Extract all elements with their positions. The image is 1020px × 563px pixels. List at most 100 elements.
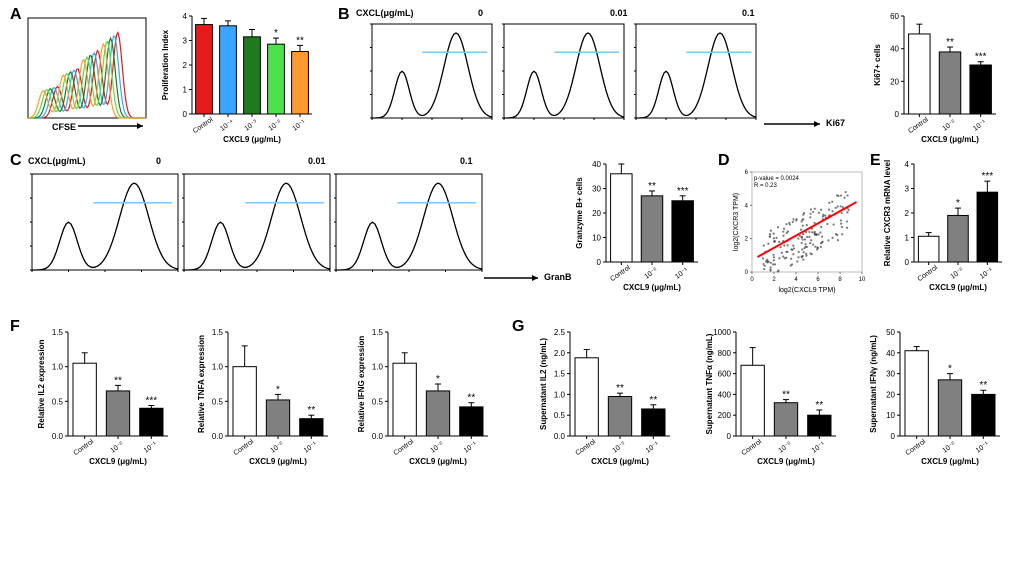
svg-text:10⁻²: 10⁻²	[109, 441, 125, 455]
svg-text:10⁻¹: 10⁻¹	[303, 441, 319, 455]
svg-text:1.0: 1.0	[52, 363, 64, 372]
svg-text:10⁻¹: 10⁻¹	[674, 267, 690, 281]
svg-text:30: 30	[886, 370, 895, 379]
svg-text:0.0: 0.0	[212, 432, 224, 441]
svg-text:1: 1	[183, 86, 188, 95]
svg-text:4: 4	[183, 12, 188, 21]
svg-text:**: **	[979, 380, 987, 391]
svg-text:10⁻³: 10⁻³	[243, 119, 259, 133]
svg-text:Relative IL2 expression: Relative IL2 expression	[37, 339, 46, 428]
svg-text:1: 1	[905, 234, 910, 243]
svg-text:0.5: 0.5	[212, 397, 224, 406]
svg-text:Supernatant IFNγ (ng/mL): Supernatant IFNγ (ng/mL)	[869, 335, 878, 433]
svg-text:0: 0	[895, 110, 900, 119]
svg-text:10⁻¹: 10⁻¹	[979, 267, 995, 281]
svg-text:**: **	[114, 375, 122, 386]
svg-text:CXCL9 (μg/mL): CXCL9 (μg/mL)	[921, 135, 979, 144]
svg-text:20: 20	[886, 390, 895, 399]
svg-text:0.0: 0.0	[554, 432, 566, 441]
svg-text:0: 0	[750, 277, 754, 283]
svg-text:200: 200	[718, 411, 732, 420]
svg-text:800: 800	[718, 349, 732, 358]
svg-text:Ki67+ cells: Ki67+ cells	[873, 44, 882, 86]
svg-text:10: 10	[859, 277, 866, 283]
svg-text:Control: Control	[609, 264, 632, 283]
svg-text:1.5: 1.5	[554, 370, 566, 379]
svg-text:0: 0	[597, 258, 602, 267]
svg-text:4: 4	[745, 203, 749, 209]
svg-text:0.0: 0.0	[372, 432, 384, 441]
svg-text:600: 600	[718, 370, 732, 379]
svg-text:4: 4	[905, 160, 910, 169]
svg-text:CXCL9 (μg/mL): CXCL9 (μg/mL)	[409, 457, 467, 466]
svg-text:0: 0	[891, 432, 896, 441]
svg-text:10⁻²: 10⁻²	[643, 267, 659, 281]
svg-text:2.5: 2.5	[554, 328, 566, 337]
svg-text:Control: Control	[905, 438, 928, 457]
svg-text:Control: Control	[907, 116, 930, 135]
svg-text:6: 6	[816, 277, 820, 283]
svg-text:10⁻¹: 10⁻¹	[645, 441, 661, 455]
svg-text:1.5: 1.5	[212, 328, 224, 337]
svg-text:20: 20	[592, 209, 601, 218]
svg-text:4: 4	[794, 277, 798, 283]
svg-text:log2(CXCL9 TPM): log2(CXCL9 TPM)	[778, 287, 835, 294]
svg-text:0.0: 0.0	[52, 432, 64, 441]
panel-letter: C	[10, 152, 22, 170]
svg-text:400: 400	[718, 390, 732, 399]
svg-text:10⁻¹: 10⁻¹	[811, 441, 827, 455]
svg-text:1.5: 1.5	[52, 328, 64, 337]
svg-text:***: ***	[981, 171, 993, 182]
svg-text:Control: Control	[741, 438, 764, 457]
svg-text:***: ***	[677, 186, 689, 197]
svg-text:0: 0	[905, 258, 910, 267]
svg-text:20: 20	[890, 77, 899, 86]
svg-text:10⁻²: 10⁻²	[269, 441, 285, 455]
svg-text:60: 60	[890, 12, 899, 21]
svg-text:**: **	[782, 390, 790, 401]
svg-text:Supernatant TNFα (ng/mL): Supernatant TNFα (ng/mL)	[705, 333, 714, 434]
svg-text:30: 30	[592, 185, 601, 194]
svg-text:R = 0.23: R = 0.23	[754, 183, 778, 189]
svg-text:10⁻²: 10⁻²	[777, 441, 793, 455]
svg-text:**: **	[296, 35, 304, 46]
svg-text:**: **	[946, 37, 954, 48]
svg-text:CXCL9 (μg/mL): CXCL9 (μg/mL)	[89, 457, 147, 466]
svg-text:p-value = 0.0024: p-value = 0.0024	[754, 176, 800, 182]
svg-text:10⁻²: 10⁻²	[941, 119, 957, 133]
svg-text:0.5: 0.5	[52, 397, 64, 406]
svg-text:CXCL9 (μg/mL): CXCL9 (μg/mL)	[249, 457, 307, 466]
svg-text:1.0: 1.0	[212, 363, 224, 372]
panel-letter: A	[10, 6, 22, 24]
svg-text:2: 2	[772, 277, 776, 283]
svg-text:CXCL9 (μg/mL): CXCL9 (μg/mL)	[223, 135, 281, 144]
svg-text:40: 40	[886, 349, 895, 358]
svg-text:**: **	[648, 181, 656, 192]
svg-text:8: 8	[838, 277, 842, 283]
svg-text:10⁻²: 10⁻²	[611, 441, 627, 455]
svg-text:Relative TNFA expression: Relative TNFA expression	[197, 335, 206, 433]
svg-text:**: **	[649, 395, 657, 406]
svg-text:10⁻¹: 10⁻¹	[143, 441, 159, 455]
svg-text:1.0: 1.0	[372, 363, 384, 372]
svg-text:Relative CXCR3 mRNA level: Relative CXCR3 mRNA level	[883, 160, 892, 266]
svg-text:40: 40	[890, 45, 899, 54]
svg-text:10⁻¹: 10⁻¹	[463, 441, 479, 455]
svg-text:CXCL9 (μg/mL): CXCL9 (μg/mL)	[591, 457, 649, 466]
svg-text:**: **	[307, 405, 315, 416]
svg-text:Control: Control	[393, 438, 416, 457]
svg-text:CXCL9 (μg/mL): CXCL9 (μg/mL)	[929, 283, 987, 292]
svg-text:Relative IFNG expression: Relative IFNG expression	[357, 336, 366, 433]
svg-text:3: 3	[905, 185, 910, 194]
svg-text:6: 6	[745, 170, 749, 176]
svg-text:2: 2	[183, 61, 188, 70]
svg-text:**: **	[467, 393, 475, 404]
svg-text:1.5: 1.5	[372, 328, 384, 337]
svg-text:2.0: 2.0	[554, 349, 566, 358]
svg-text:*: *	[274, 28, 278, 39]
svg-text:10⁻¹: 10⁻¹	[291, 119, 307, 133]
svg-text:0: 0	[727, 432, 732, 441]
svg-text:Control: Control	[73, 438, 96, 457]
svg-text:CXCL9 (μg/mL): CXCL9 (μg/mL)	[921, 457, 979, 466]
svg-text:10: 10	[886, 411, 895, 420]
